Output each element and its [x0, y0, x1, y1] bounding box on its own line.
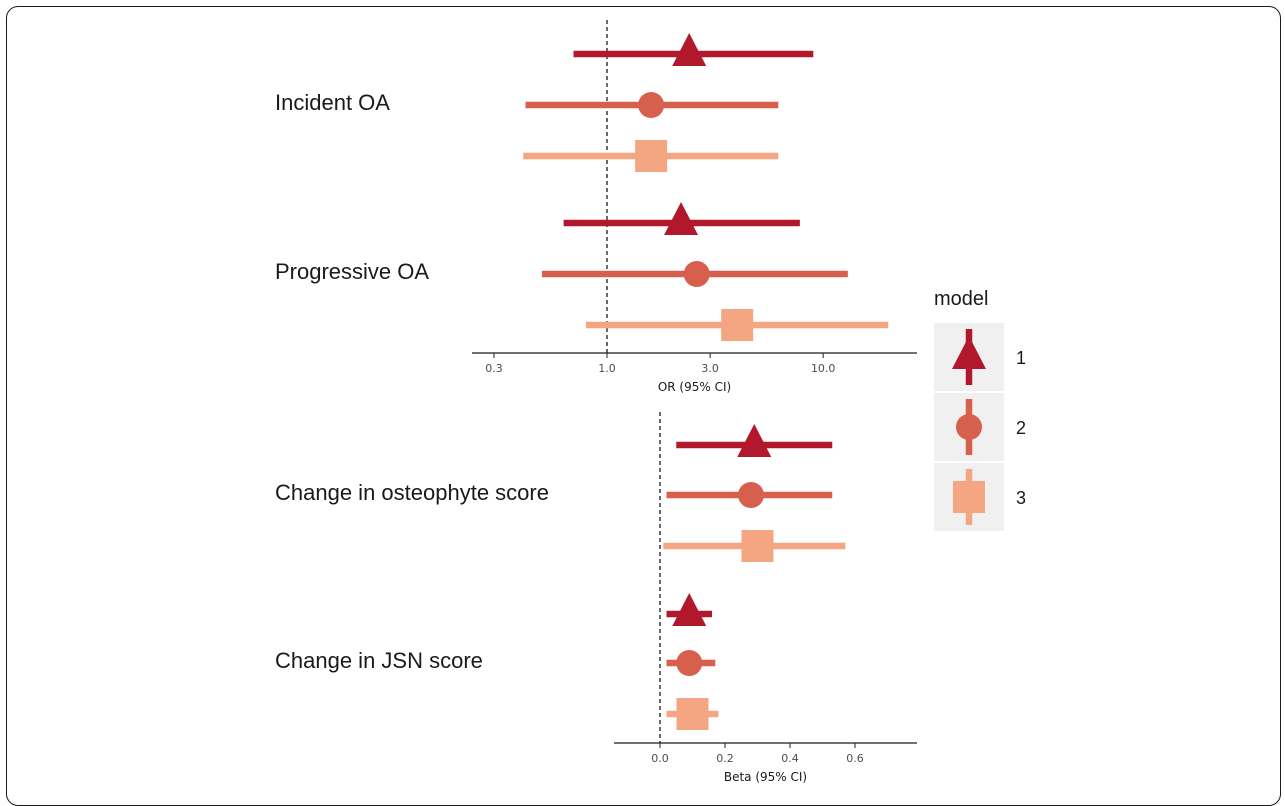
legend-key-marker — [956, 414, 982, 440]
outcome-label: Change in JSN score — [275, 648, 483, 673]
x-axis-title: Beta (95% CI) — [724, 770, 807, 784]
legend-title: model — [934, 288, 988, 310]
outcome-label: Incident OA — [275, 90, 390, 115]
legend-label: 3 — [1016, 488, 1026, 508]
x-tick-label: 0.6 — [846, 752, 864, 765]
panel-beta: 0.0 0.2 0.4 0.6 Beta (95% CI) Change in osteo… — [275, 412, 917, 784]
point-estimate — [683, 261, 710, 287]
x-tick-label: 0.3 — [485, 362, 503, 375]
x-tick-label: 3.0 — [701, 362, 719, 375]
x-axis-title: OR (95% CI) — [658, 380, 731, 394]
x-tick-label: 1.0 — [598, 362, 616, 375]
x-tick-label: 0.0 — [651, 752, 669, 765]
outcome-label: Change in osteophyte score — [275, 480, 549, 505]
point-estimate — [676, 650, 703, 676]
point-estimate — [721, 309, 754, 341]
legend: model 1 2 3 — [934, 288, 1026, 531]
legend-key-marker — [952, 336, 986, 369]
panel-odds-ratio: 0.3 1.0 3.0 10.0 OR (95% CI) Incident OA Progr… — [275, 20, 917, 394]
forest-plot: 0.3 1.0 3.0 10.0OR (95% CI)Incident OAProgr… — [275, 20, 1026, 784]
point-estimate — [638, 92, 665, 118]
point-estimate — [664, 202, 699, 235]
point-estimate — [672, 593, 707, 626]
outcome-label: Progressive OA — [275, 259, 429, 284]
legend-label: 1 — [1016, 348, 1026, 368]
x-tick-label: 0.2 — [716, 752, 734, 765]
legend-key-marker — [953, 481, 985, 513]
point-estimate — [676, 698, 709, 730]
legend-label: 2 — [1016, 418, 1026, 438]
point-estimate — [635, 140, 668, 172]
point-estimate — [737, 424, 772, 457]
figure-frame — [6, 6, 1281, 806]
point-estimate — [672, 33, 707, 66]
point-estimate — [738, 482, 764, 508]
x-tick-label: 10.0 — [811, 362, 836, 375]
x-tick-label: 0.4 — [781, 752, 799, 765]
point-estimate — [741, 530, 774, 562]
